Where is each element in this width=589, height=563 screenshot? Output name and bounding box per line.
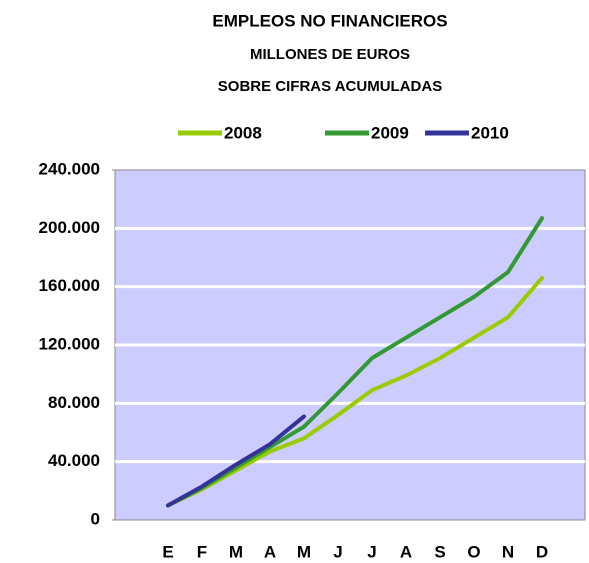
- y-tick-label: 200.000: [39, 218, 100, 237]
- series-line: [166, 275, 544, 508]
- x-tick-label: M: [229, 542, 243, 561]
- legend-label: 2008: [224, 123, 262, 142]
- x-tick-label: J: [367, 542, 376, 561]
- y-tick-label: 160.000: [39, 276, 100, 295]
- x-tick-label: N: [502, 542, 514, 561]
- x-tick-label: D: [536, 542, 548, 561]
- legend-label: 2010: [471, 123, 509, 142]
- x-tick-label: O: [467, 542, 480, 561]
- y-tick-label: 120.000: [39, 334, 100, 353]
- chart-subtitle: MILLONES DE EUROS: [250, 46, 410, 63]
- series-line: [166, 414, 306, 508]
- y-tick-label: 240.000: [39, 159, 100, 178]
- y-tick-label: 80.000: [48, 393, 100, 412]
- x-tick-label: F: [197, 542, 207, 561]
- series-line: [166, 216, 544, 508]
- x-tick-label: S: [434, 542, 445, 561]
- x-tick-label: E: [162, 542, 173, 561]
- x-tick-label: A: [264, 542, 276, 561]
- x-tick-label: J: [333, 542, 342, 561]
- x-tick-label: A: [400, 542, 412, 561]
- chart-title: EMPLEOS NO FINANCIEROS: [212, 11, 447, 30]
- chart-subtitle: SOBRE CIFRAS ACUMULADAS: [218, 78, 442, 95]
- y-tick-label: 40.000: [48, 451, 100, 470]
- y-tick-label: 0: [91, 509, 100, 528]
- x-tick-label: M: [297, 542, 311, 561]
- legend-label: 2009: [371, 123, 409, 142]
